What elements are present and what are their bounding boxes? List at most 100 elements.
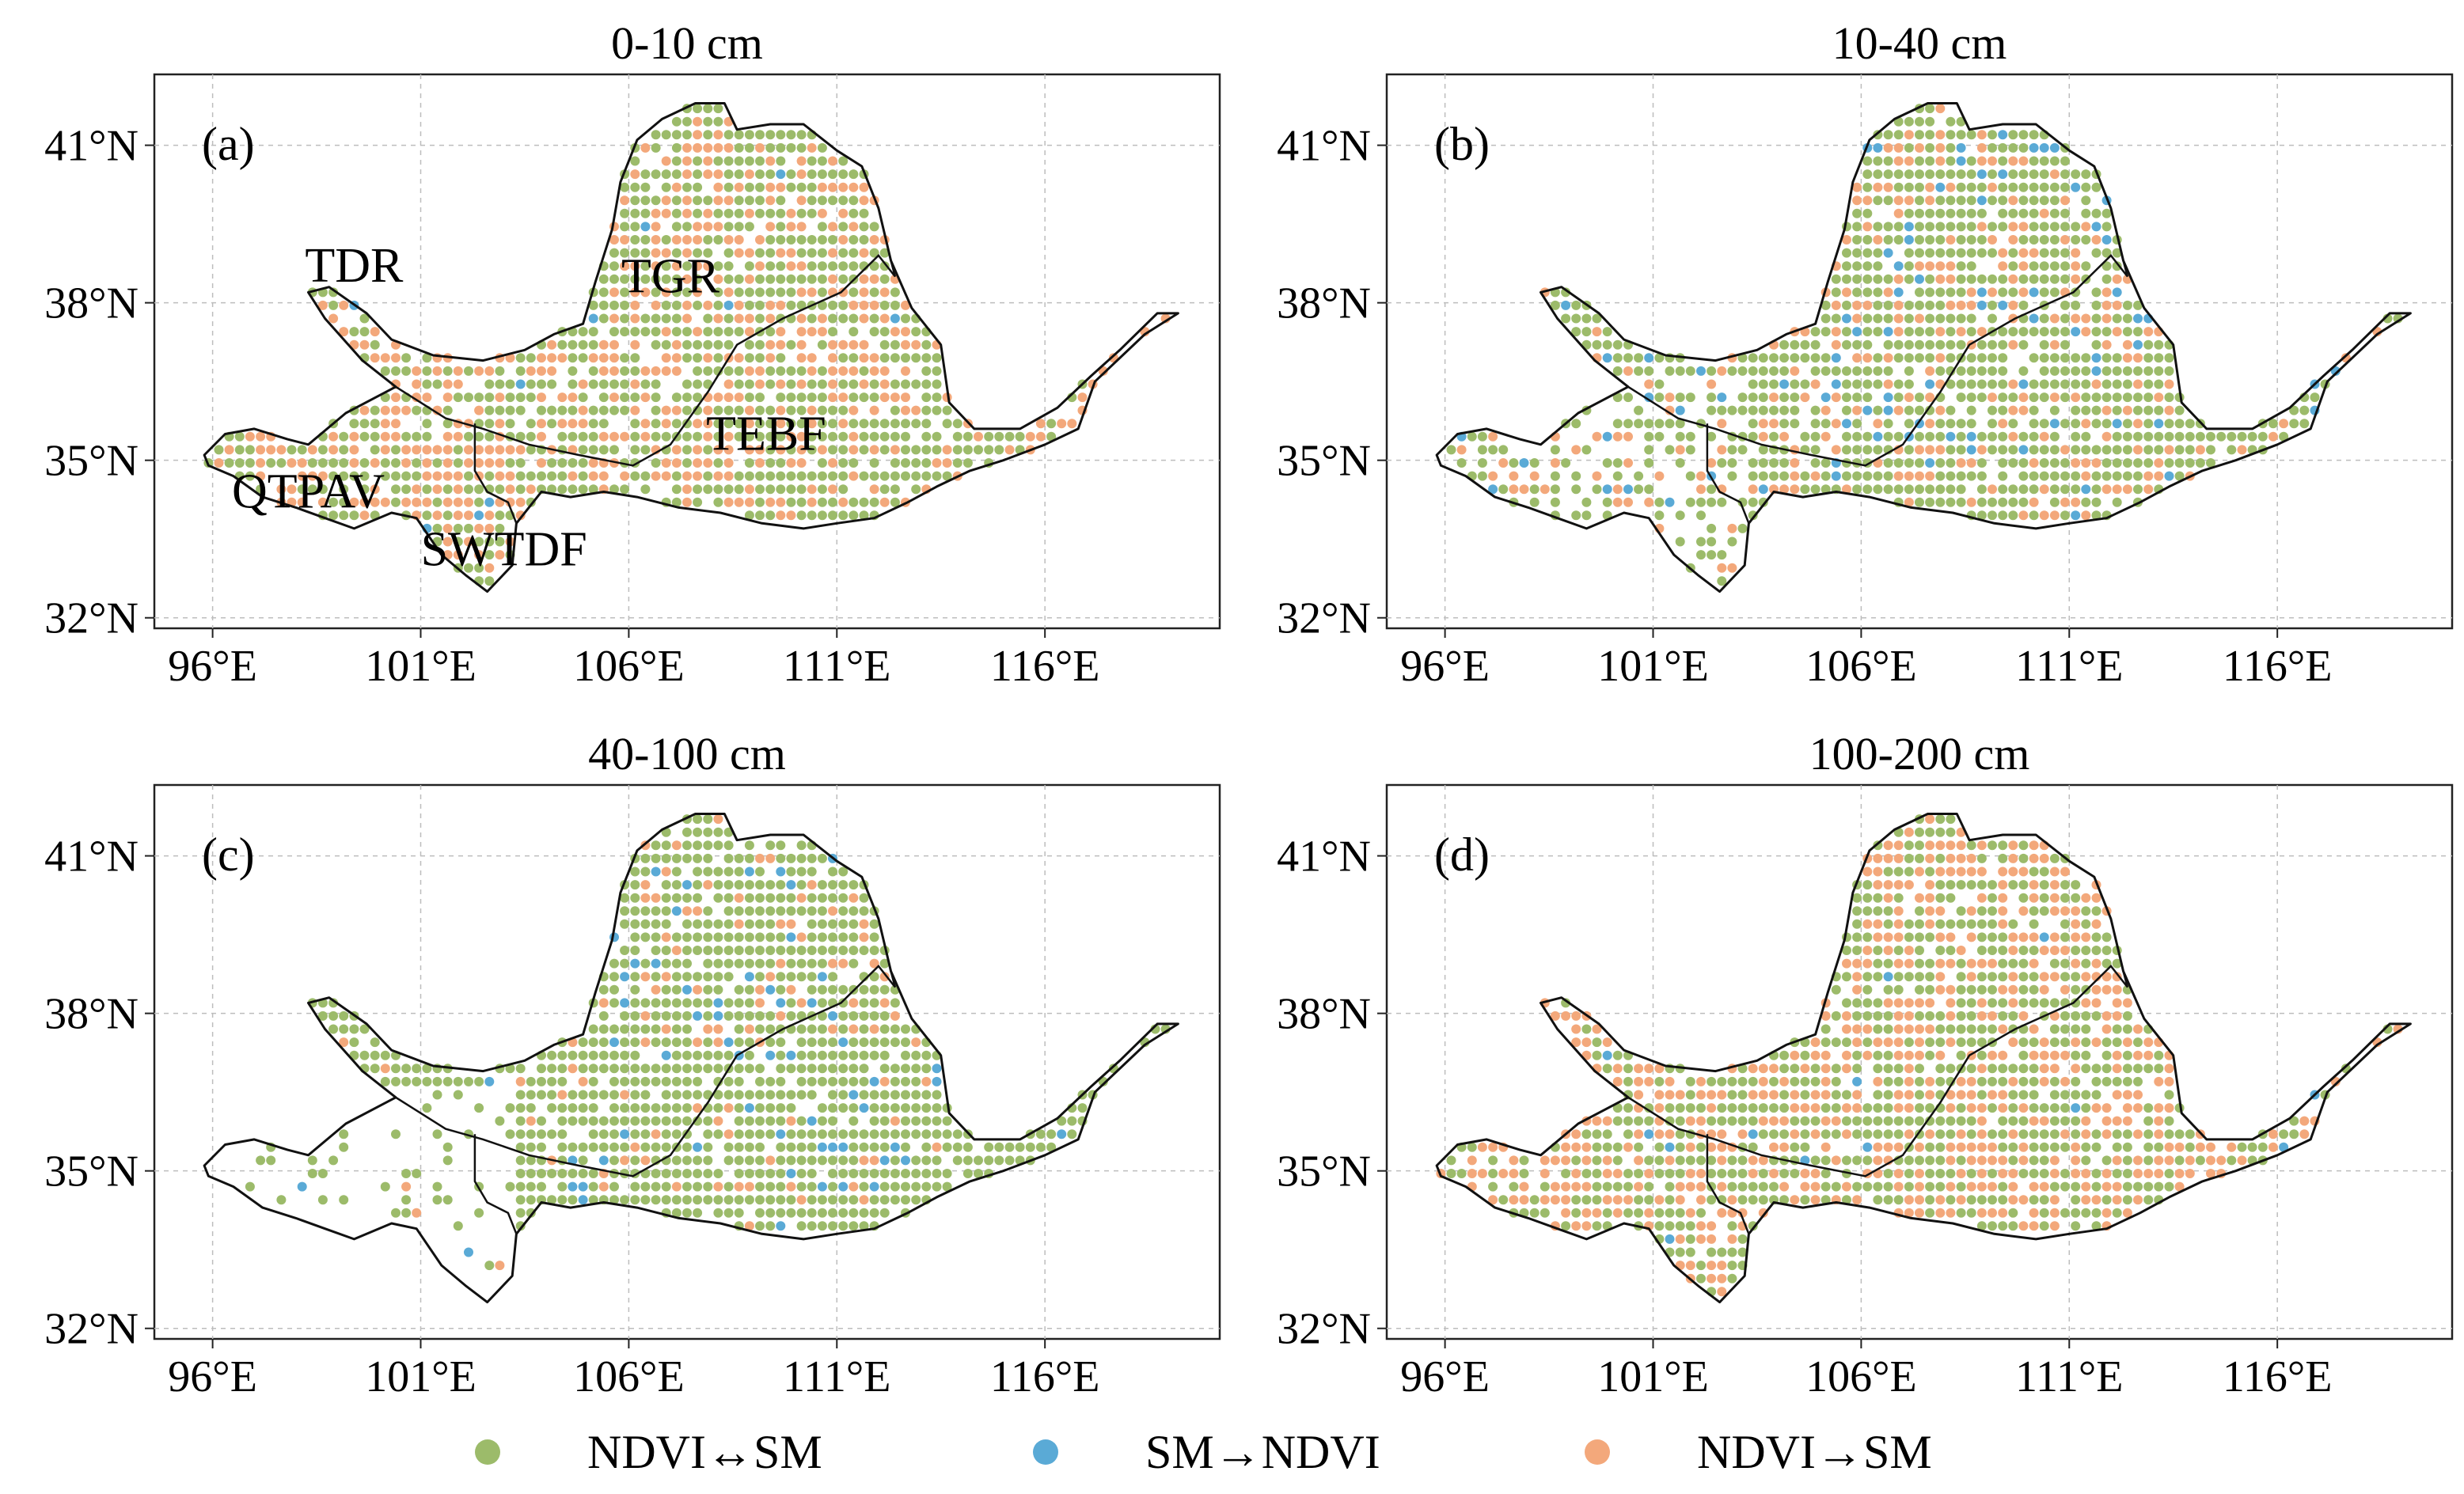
grid-cell-dot bbox=[1915, 1024, 1924, 1034]
grid-cell-dot bbox=[776, 300, 786, 310]
grid-cell-dot bbox=[1581, 497, 1592, 507]
grid-cell-dot bbox=[2299, 405, 2310, 415]
grid-cell-dot bbox=[838, 313, 849, 324]
grid-cell-dot bbox=[1665, 1103, 1675, 1113]
grid-cell-dot bbox=[2122, 445, 2132, 455]
grid-cell-dot bbox=[2008, 866, 2018, 877]
grid-cell-dot bbox=[932, 405, 942, 415]
grid-cell-dot bbox=[620, 431, 630, 442]
grid-cell-dot bbox=[2008, 510, 2018, 521]
grid-cell-dot bbox=[1717, 1287, 1727, 1297]
grid-cell-dot bbox=[1707, 1247, 1717, 1257]
grid-cell-dot bbox=[2185, 445, 2195, 455]
grid-cell-dot bbox=[786, 893, 796, 903]
grid-cell-dot bbox=[661, 169, 671, 180]
grid-cell-dot bbox=[2081, 484, 2091, 495]
grid-cell-dot bbox=[1988, 880, 1997, 890]
grid-cell-dot bbox=[651, 300, 661, 310]
grid-cell-dot bbox=[1966, 235, 1976, 245]
grid-cell-dot bbox=[1998, 471, 2008, 481]
grid-cell-dot bbox=[2029, 958, 2039, 969]
grid-cell-dot bbox=[1685, 1247, 1695, 1257]
grid-cell-dot bbox=[609, 235, 619, 245]
grid-cell-dot bbox=[703, 300, 713, 310]
grid-cell-dot bbox=[682, 431, 692, 442]
grid-cell-dot bbox=[744, 1116, 754, 1126]
grid-cell-dot bbox=[2081, 458, 2091, 468]
grid-cell-dot bbox=[2039, 313, 2049, 324]
grid-cell-dot bbox=[1612, 1116, 1623, 1126]
grid-cell-dot bbox=[661, 208, 671, 218]
grid-cell-dot bbox=[671, 1208, 681, 1218]
grid-cell-dot bbox=[2049, 1064, 2060, 1074]
grid-cell-dot bbox=[734, 419, 744, 429]
grid-cell-dot bbox=[557, 431, 568, 442]
grid-cell-dot bbox=[776, 1221, 786, 1231]
grid-cell-dot bbox=[1925, 919, 1935, 929]
grid-cell-dot bbox=[1946, 248, 1956, 258]
grid-cell-dot bbox=[1820, 1050, 1831, 1060]
grid-cell-dot bbox=[1956, 946, 1966, 955]
grid-cell-dot bbox=[1707, 1090, 1717, 1100]
grid-cell-dot bbox=[1988, 1090, 1997, 1100]
grid-cell-dot bbox=[1790, 1103, 1800, 1113]
grid-cell-dot bbox=[838, 156, 849, 166]
grid-cell-dot bbox=[1925, 379, 1935, 389]
grid-cell-dot bbox=[838, 208, 849, 218]
grid-cell-dot bbox=[921, 1155, 932, 1166]
grid-cell-dot bbox=[1873, 379, 1883, 389]
grid-cell-dot bbox=[1446, 1169, 1456, 1178]
grid-cell-dot bbox=[401, 1169, 412, 1178]
grid-cell-dot bbox=[1976, 893, 1987, 903]
grid-cell-dot bbox=[588, 1195, 598, 1205]
grid-cell-dot bbox=[651, 130, 661, 140]
grid-cell-dot bbox=[474, 458, 484, 468]
grid-cell-dot bbox=[1904, 274, 1914, 284]
grid-cell-dot bbox=[723, 222, 734, 232]
grid-cell-dot bbox=[2049, 1037, 2060, 1048]
grid-cell-dot bbox=[1831, 471, 1841, 481]
grid-cell-dot bbox=[640, 1181, 651, 1192]
grid-cell-dot bbox=[1925, 1037, 1935, 1048]
grid-cell-dot bbox=[1488, 1169, 1498, 1178]
grid-cell-dot bbox=[1571, 419, 1581, 429]
grid-cell-dot bbox=[838, 510, 849, 521]
grid-cell-dot bbox=[359, 431, 370, 442]
grid-cell-dot bbox=[1925, 1208, 1935, 1218]
grid-cell-dot bbox=[1769, 1064, 1779, 1074]
grid-cell-dot bbox=[807, 853, 817, 863]
grid-cell-dot bbox=[807, 287, 817, 298]
grid-cell-dot bbox=[786, 497, 796, 507]
grid-cell-dot bbox=[317, 300, 328, 310]
grid-cell-dot bbox=[1915, 840, 1924, 851]
grid-cell-dot bbox=[828, 958, 837, 969]
grid-cell-dot bbox=[1893, 287, 1904, 298]
grid-cell-dot bbox=[838, 366, 849, 376]
grid-cell-dot bbox=[2060, 1208, 2070, 1218]
grid-cell-dot bbox=[495, 366, 505, 376]
grid-cell-dot bbox=[2039, 419, 2049, 429]
grid-cell-dot bbox=[1925, 998, 1935, 1008]
grid-cell-dot bbox=[1976, 471, 1987, 481]
grid-cell-dot bbox=[828, 1011, 837, 1021]
grid-cell-dot bbox=[349, 445, 359, 455]
grid-cell-dot bbox=[1602, 497, 1612, 507]
grid-cell-dot bbox=[2112, 1024, 2122, 1034]
grid-cell-dot bbox=[2049, 1024, 2060, 1034]
grid-cell-dot bbox=[2049, 222, 2060, 232]
grid-cell-dot bbox=[1966, 208, 1976, 218]
grid-cell-dot bbox=[1998, 484, 2008, 495]
grid-cell-dot bbox=[2060, 1050, 2070, 1060]
grid-cell-dot bbox=[817, 419, 827, 429]
grid-cell-dot bbox=[807, 946, 817, 955]
grid-cell-dot bbox=[2029, 405, 2039, 415]
grid-cell-dot bbox=[1477, 471, 1487, 481]
grid-cell-dot bbox=[1893, 222, 1904, 232]
grid-cell-dot bbox=[1904, 327, 1914, 337]
grid-cell-dot bbox=[1935, 458, 1946, 468]
grid-cell-dot bbox=[755, 906, 765, 916]
grid-cell-dot bbox=[713, 169, 723, 180]
grid-cell-dot bbox=[765, 1011, 776, 1021]
grid-cell-dot bbox=[693, 405, 703, 415]
grid-cell-dot bbox=[1581, 1024, 1592, 1034]
